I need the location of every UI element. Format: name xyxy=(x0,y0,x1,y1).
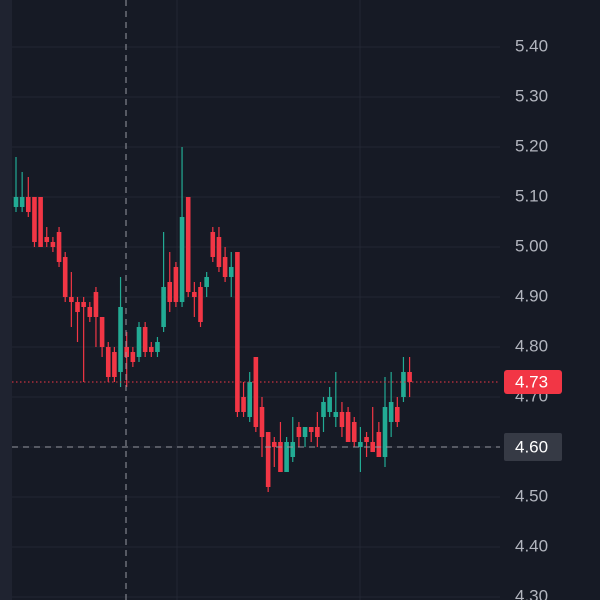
crosshair-badge xyxy=(504,433,562,461)
last-price-badge xyxy=(504,370,562,394)
y-tick-label: 5.20 xyxy=(515,136,548,155)
candle-body xyxy=(407,372,412,382)
candle-body xyxy=(192,292,197,297)
y-tick-label: 4.30 xyxy=(515,586,548,600)
candle-body xyxy=(253,357,259,427)
last-price-label: 4.73 xyxy=(515,372,548,391)
candle-body xyxy=(376,432,382,457)
candle-body xyxy=(69,297,74,302)
candle-body xyxy=(136,327,142,357)
candle-body xyxy=(112,352,117,377)
candle-body xyxy=(235,252,240,412)
left-panel xyxy=(0,0,12,600)
candle-body xyxy=(204,277,209,287)
candle-body xyxy=(241,397,246,412)
y-tick-label: 4.90 xyxy=(515,286,548,305)
y-tick-label: 5.30 xyxy=(515,86,548,105)
y-tick-label: 4.50 xyxy=(515,486,548,505)
candle-body xyxy=(26,197,31,212)
candle-body xyxy=(155,342,160,352)
candle-body xyxy=(228,267,234,277)
y-tick-label: 4.80 xyxy=(515,336,548,355)
candle-body xyxy=(179,217,185,302)
candle-body xyxy=(210,232,216,257)
candle-body xyxy=(222,257,228,277)
candle-body xyxy=(124,347,129,357)
candle-body xyxy=(364,437,369,442)
candle-body xyxy=(216,237,222,267)
candle-body xyxy=(401,372,406,397)
candle-body xyxy=(284,442,289,472)
candle-body xyxy=(38,197,43,247)
candle-body xyxy=(395,407,400,422)
candle-body xyxy=(259,407,265,437)
candle-body xyxy=(382,407,388,457)
candle-body xyxy=(87,307,93,317)
candle-body xyxy=(315,427,320,437)
candle-body xyxy=(370,442,375,452)
candle-body xyxy=(345,412,351,442)
candle-body xyxy=(198,287,203,322)
y-tick-label: 4.40 xyxy=(515,536,548,555)
candle-body xyxy=(81,302,86,307)
candle-body xyxy=(185,197,191,292)
candle-body xyxy=(272,442,277,447)
candle-body xyxy=(308,427,314,432)
candle-body xyxy=(149,347,154,352)
candle-body xyxy=(339,412,345,427)
candle-body xyxy=(13,197,19,207)
candle-body xyxy=(278,442,283,472)
candle-body xyxy=(118,307,123,372)
candle-body xyxy=(265,432,271,487)
y-tick-label: 5.40 xyxy=(515,36,548,55)
candles xyxy=(13,147,412,492)
candle-body xyxy=(50,242,56,247)
candle-body xyxy=(105,347,111,377)
candle-body xyxy=(130,352,136,362)
candle-body xyxy=(142,327,148,352)
candle-body xyxy=(161,287,166,327)
candle-body xyxy=(19,197,25,207)
candle-body xyxy=(327,397,332,412)
candle-body xyxy=(99,317,105,347)
crosshair-label: 4.60 xyxy=(515,437,548,456)
candle-body xyxy=(296,427,302,437)
candle-body xyxy=(247,382,252,417)
y-tick-label: 5.10 xyxy=(515,186,548,205)
candle-body xyxy=(302,427,308,437)
candle-body xyxy=(351,422,357,442)
candle-body xyxy=(32,197,37,242)
candle-body xyxy=(333,412,339,417)
candle-body xyxy=(290,442,296,457)
candle-body xyxy=(93,292,99,317)
candle-body xyxy=(44,237,50,242)
candle-body xyxy=(388,402,394,422)
overlay: 4.73 4.60 xyxy=(12,370,562,461)
candle-body xyxy=(56,232,62,262)
candle-body xyxy=(62,257,68,297)
candle-body xyxy=(167,282,173,302)
y-tick-label: 5.00 xyxy=(515,236,548,255)
candle-body xyxy=(173,267,179,302)
candle-body xyxy=(75,302,80,312)
candle-body xyxy=(321,402,326,417)
candle-body xyxy=(358,442,363,447)
